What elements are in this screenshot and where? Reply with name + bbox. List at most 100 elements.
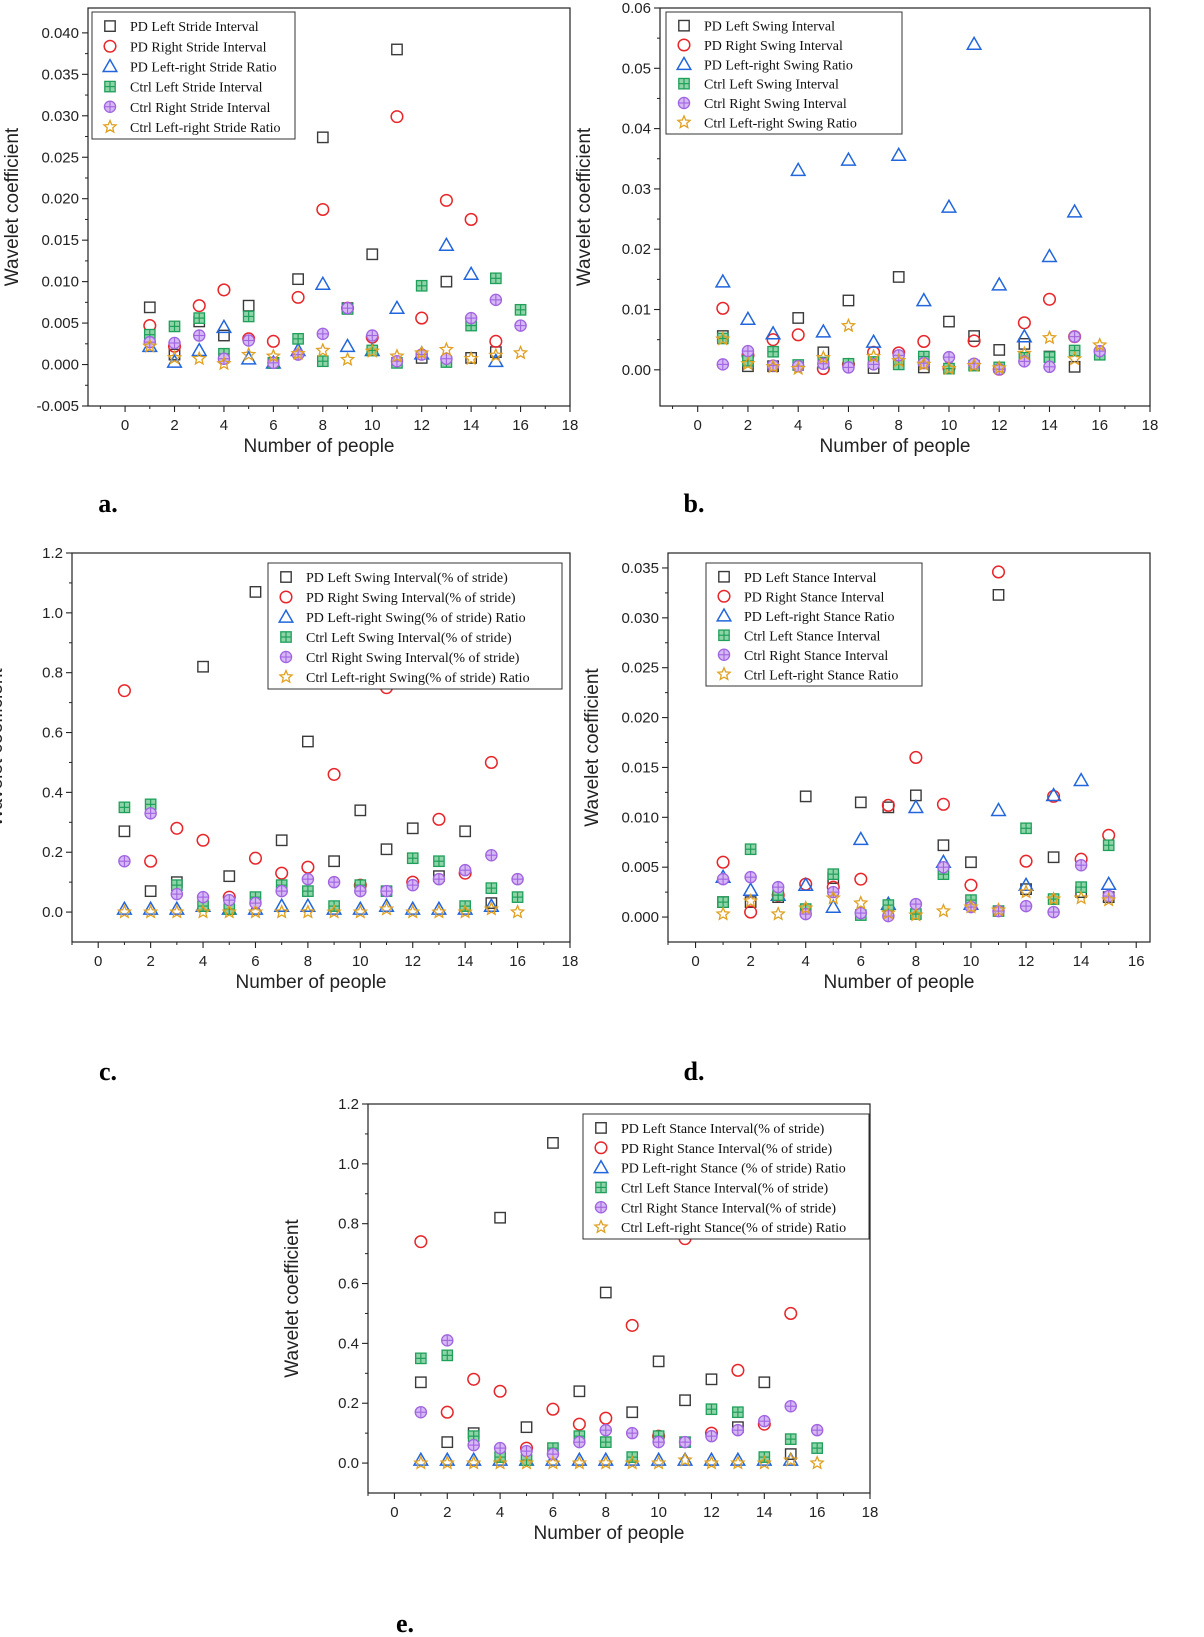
data-point	[191, 342, 208, 357]
data-point	[465, 1454, 482, 1470]
data-point	[354, 884, 367, 898]
data-point	[624, 1454, 640, 1470]
data-point	[741, 344, 755, 358]
data-point	[1102, 889, 1115, 903]
legend-label: Ctrl Left-right Swing(% of stride) Ratio	[306, 671, 530, 686]
data-point	[414, 1235, 428, 1249]
x-tick-label: 18	[1142, 417, 1159, 434]
data-point	[854, 796, 867, 809]
legend-label: PD Left-right Swing(% of stride) Ratio	[306, 611, 526, 626]
data-point	[854, 872, 868, 886]
legend-box	[267, 562, 563, 690]
x-tick-label: 10	[352, 953, 369, 970]
x-tick-label: 0	[390, 1504, 398, 1521]
chart-panel-3: 0.0 0.2 0.4 0.6 0.8 1.0 1.2 0 2 4 6 8 10 12 14 16 18 Numb…	[0, 545, 578, 1086]
legend-box	[705, 562, 923, 687]
y-tick-label: 0.030	[41, 108, 79, 125]
data-point	[1047, 851, 1060, 864]
x-tick-label: 16	[509, 953, 526, 970]
data-point	[1018, 884, 1034, 899]
x-tick-label: 2	[146, 953, 154, 970]
data-point	[815, 349, 832, 365]
data-point	[880, 904, 897, 920]
data-point	[865, 348, 882, 364]
data-point	[218, 329, 230, 342]
legend-marker	[717, 648, 731, 662]
x-tick-label: 0	[94, 953, 102, 970]
data-point	[520, 1421, 533, 1434]
data-point	[459, 825, 472, 838]
legend-label: Ctrl Right Stance Interval	[744, 649, 888, 664]
data-point	[798, 899, 814, 915]
data-point	[1041, 248, 1058, 263]
y-tick-label: 0.000	[621, 909, 659, 926]
data-point	[389, 348, 405, 363]
x-tick-label: 14	[1073, 953, 1090, 970]
x-tick-label: 4	[794, 417, 802, 434]
legend-label: PD Left Stance Interval	[744, 571, 877, 586]
legend-marker	[678, 19, 690, 32]
y-tick-label: 0.03	[622, 181, 651, 198]
y-tick-label: 0.010	[621, 809, 659, 826]
y-tick-label: 0.00	[622, 362, 651, 379]
legend-marker	[677, 96, 691, 110]
data-point	[315, 342, 331, 357]
data-point	[716, 358, 730, 371]
data-point	[963, 898, 979, 914]
data-point	[143, 335, 157, 349]
data-point	[142, 900, 159, 915]
data-point	[166, 349, 183, 365]
y-tick-label: -0.005	[36, 398, 79, 415]
x-tick-label: 10	[963, 953, 980, 970]
y-tick-label: 0.030	[621, 610, 659, 627]
legend-label: PD Right Stance Interval	[744, 590, 884, 605]
data-point	[729, 1451, 746, 1466]
data-point	[731, 1423, 745, 1437]
data-point	[404, 900, 421, 915]
data-point	[881, 798, 895, 812]
y-tick-label: 0.000	[41, 357, 79, 374]
data-point	[273, 897, 290, 912]
data-point	[430, 900, 448, 915]
data-point	[792, 312, 805, 324]
data-point	[937, 839, 950, 852]
data-point	[512, 344, 529, 360]
data-point	[366, 248, 379, 261]
data-point	[625, 1426, 639, 1440]
data-point	[142, 338, 158, 353]
data-point	[439, 1454, 455, 1470]
data-point	[1074, 858, 1088, 872]
plot-frame	[367, 1103, 871, 1494]
x-tick-label: 2	[443, 1504, 451, 1521]
legend: PD Left Stance Interval PD Right Stance I…	[705, 562, 923, 687]
data-point	[991, 276, 1008, 291]
legend-label: PD Right Stance Interval(% of stride)	[621, 1142, 832, 1157]
legend-label: PD Right Stride Interval	[130, 40, 267, 55]
data-point	[489, 293, 503, 307]
data-point	[717, 896, 729, 908]
data-point	[511, 872, 524, 886]
x-axis-label: Number of people	[533, 1523, 684, 1544]
x-tick-label: 10	[364, 417, 381, 434]
chart-panel-5: 0.0 0.2 0.4 0.6 0.8 1.0 1.2 0 2 4 6 8 10 12 14 16 18 Numb…	[282, 1096, 878, 1637]
data-point	[810, 1423, 824, 1437]
data-point	[275, 866, 289, 880]
data-point	[197, 660, 209, 673]
data-point	[744, 843, 757, 856]
x-tick-label: 12	[1018, 953, 1035, 970]
data-point	[463, 265, 480, 281]
data-point	[597, 1451, 614, 1466]
x-tick-label: 12	[413, 417, 430, 434]
data-point	[703, 1454, 720, 1470]
y-tick-label: 0.040	[41, 25, 79, 42]
x-tick-label: 6	[269, 417, 277, 434]
data-point	[405, 903, 421, 919]
series-2	[117, 681, 498, 904]
data-point	[316, 355, 329, 368]
data-point	[493, 1441, 507, 1455]
data-point	[771, 880, 785, 894]
data-point	[764, 325, 782, 340]
legend: PD Left Stride Interval PD Right Stride I…	[91, 11, 296, 140]
x-tick-label: 12	[703, 1504, 720, 1521]
legend-marker	[717, 589, 731, 603]
